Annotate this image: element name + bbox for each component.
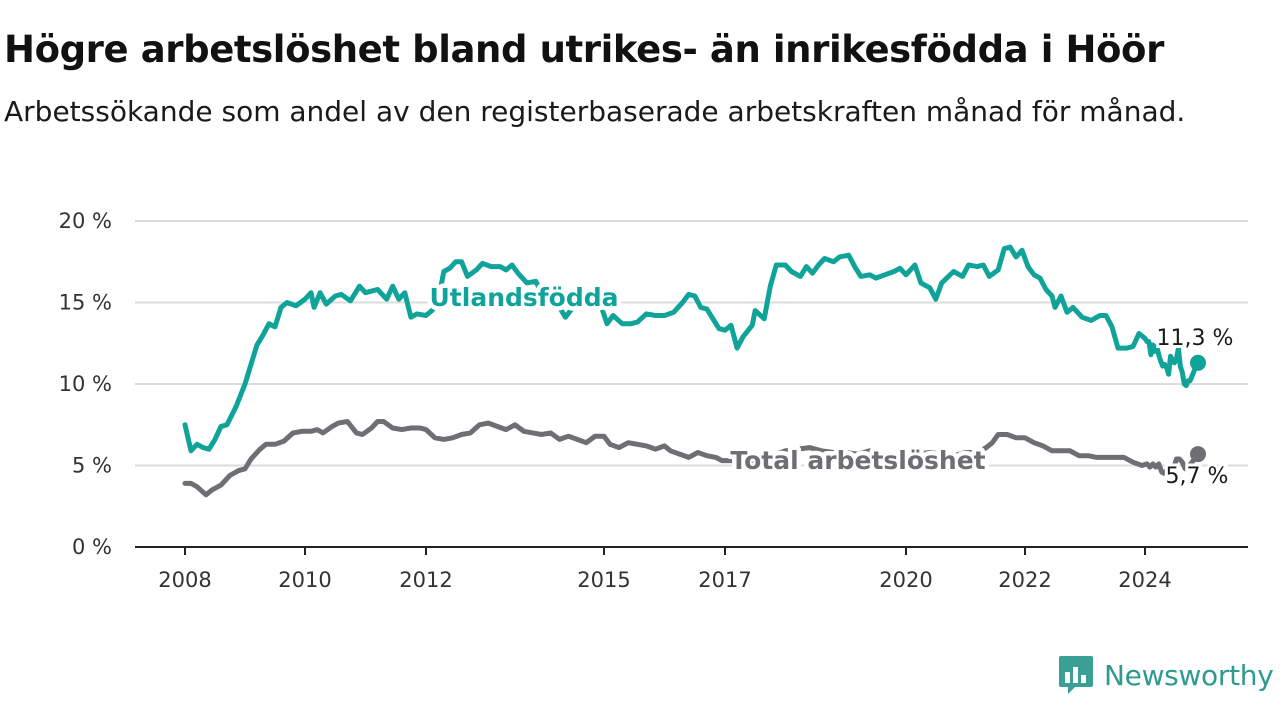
y-tick-label: 5 %: [72, 454, 112, 478]
x-tick-label: 2012: [399, 568, 452, 592]
series-labels: Utlandsfödda Total arbetslöshet 11,3 % 5,7 …: [425, 279, 1236, 493]
chart-title: Högre arbetslöshet bland utrikes- än inr…: [4, 28, 1164, 71]
y-tick-label: 0 %: [72, 535, 112, 559]
end-label-utlandsfodda: 11,3 %: [1157, 326, 1234, 351]
y-axis: 0 % 5 % 10 % 15 % 20 %: [59, 209, 112, 559]
series-line-total: [182, 419, 1201, 498]
x-tick-label: 2008: [158, 568, 211, 592]
brand-name: Newsworthy: [1104, 658, 1274, 692]
x-tick-label: 2020: [879, 568, 932, 592]
series-label-utlandsfodda: Utlandsfödda: [430, 283, 619, 312]
end-point-utlandsfodda: [1190, 354, 1206, 371]
series-lines: [182, 244, 1206, 498]
x-tick-label: 2015: [577, 568, 630, 592]
x-tick-label: 2017: [698, 568, 751, 592]
end-point-total: [1190, 446, 1206, 463]
y-tick-label: 15 %: [59, 291, 112, 315]
x-tick-label: 2022: [998, 568, 1051, 592]
x-tick-label: 2010: [278, 568, 331, 592]
y-tick-label: 20 %: [59, 209, 112, 233]
x-axis: 2008 2010 2012 2015 2017 2020 2022 2024: [135, 546, 1248, 592]
series-label-total: Total arbetslöshet: [730, 446, 985, 475]
series-line-utlandsfodda: [182, 244, 1201, 454]
chart-subtitle: Arbetssökande som andel av den registerb…: [4, 95, 1186, 128]
newsworthy-logo[interactable]: Newsworthy: [1058, 654, 1274, 696]
newsworthy-logo-icon: [1059, 656, 1093, 694]
y-tick-label: 10 %: [59, 372, 112, 396]
end-label-total: 5,7 %: [1166, 464, 1229, 489]
x-tick-label: 2024: [1118, 568, 1171, 592]
